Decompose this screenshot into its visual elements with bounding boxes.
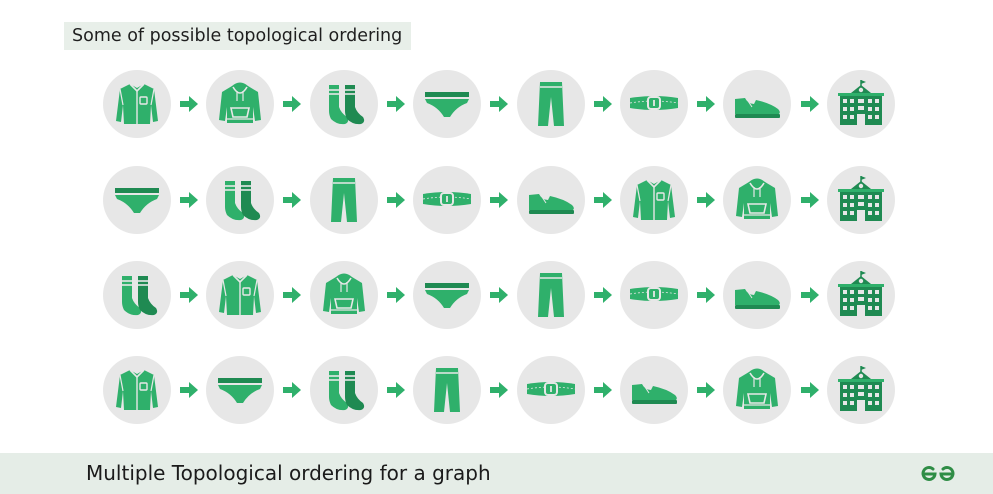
brand-logo-icon	[920, 464, 956, 484]
belt-icon	[517, 356, 585, 424]
arrow-right-icon	[386, 95, 406, 113]
shoes-icon	[517, 166, 585, 234]
arrow-right-icon	[800, 286, 820, 304]
pants-icon	[517, 70, 585, 138]
arrow-right-icon	[386, 191, 406, 209]
belt-icon	[620, 261, 688, 329]
school-icon	[827, 261, 895, 329]
ordering-row-4	[0, 356, 993, 426]
arrow-right-icon	[593, 286, 613, 304]
arrow-right-icon	[386, 381, 406, 399]
arrow-right-icon	[696, 95, 716, 113]
arrow-right-icon	[282, 191, 302, 209]
shoes-icon	[723, 70, 791, 138]
shoes-icon	[620, 356, 688, 424]
undershorts-icon	[103, 166, 171, 234]
arrow-right-icon	[179, 286, 199, 304]
arrow-right-icon	[386, 286, 406, 304]
pants-icon	[310, 166, 378, 234]
arrow-right-icon	[179, 381, 199, 399]
footer-title: Multiple Topological ordering for a grap…	[86, 461, 491, 485]
socks-icon	[103, 261, 171, 329]
arrow-right-icon	[696, 191, 716, 209]
shirt-icon	[103, 70, 171, 138]
arrow-right-icon	[489, 191, 509, 209]
belt-icon	[413, 166, 481, 234]
jacket-icon	[310, 261, 378, 329]
arrow-right-icon	[282, 286, 302, 304]
undershorts-icon	[413, 261, 481, 329]
arrow-right-icon	[179, 95, 199, 113]
pants-icon	[517, 261, 585, 329]
school-icon	[827, 70, 895, 138]
arrow-right-icon	[696, 381, 716, 399]
arrow-right-icon	[282, 381, 302, 399]
arrow-right-icon	[800, 381, 820, 399]
ordering-row-2	[0, 166, 993, 236]
socks-icon	[310, 70, 378, 138]
undershorts-icon	[413, 70, 481, 138]
socks-icon	[206, 166, 274, 234]
arrow-right-icon	[593, 381, 613, 399]
jacket-icon	[723, 166, 791, 234]
arrow-right-icon	[489, 95, 509, 113]
ordering-row-1	[0, 70, 993, 140]
shirt-icon	[620, 166, 688, 234]
arrow-right-icon	[593, 191, 613, 209]
jacket-icon	[206, 70, 274, 138]
arrow-right-icon	[593, 95, 613, 113]
jacket-icon	[723, 356, 791, 424]
arrow-right-icon	[696, 286, 716, 304]
shirt-icon	[206, 261, 274, 329]
footer-bar: Multiple Topological ordering for a grap…	[0, 453, 993, 494]
arrow-right-icon	[179, 191, 199, 209]
belt-icon	[620, 70, 688, 138]
pants-icon	[413, 356, 481, 424]
school-icon	[827, 166, 895, 234]
arrow-right-icon	[800, 191, 820, 209]
diagram-caption: Some of possible topological ordering	[64, 22, 412, 50]
shoes-icon	[723, 261, 791, 329]
arrow-right-icon	[282, 95, 302, 113]
arrow-right-icon	[800, 95, 820, 113]
socks-icon	[310, 356, 378, 424]
arrow-right-icon	[489, 286, 509, 304]
undershorts-icon	[206, 356, 274, 424]
school-icon	[827, 356, 895, 424]
arrow-right-icon	[489, 381, 509, 399]
shirt-icon	[103, 356, 171, 424]
ordering-row-3	[0, 261, 993, 331]
